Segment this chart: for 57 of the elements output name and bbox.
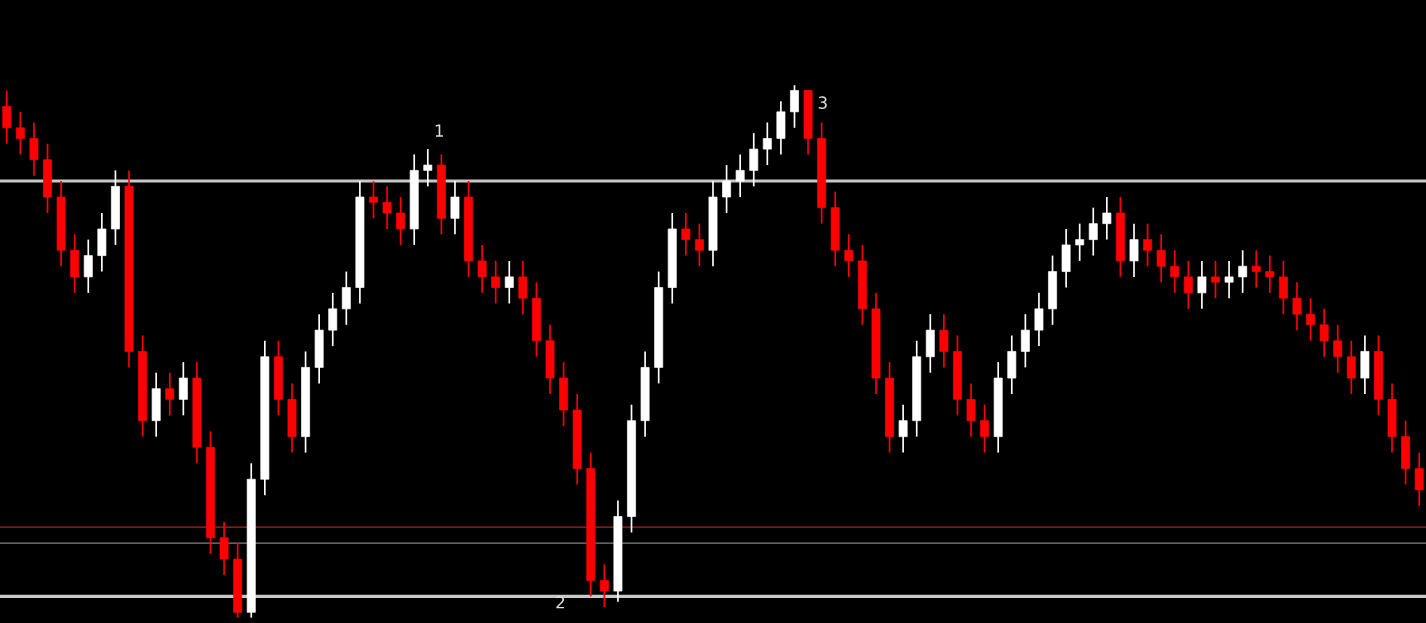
candlestick — [599, 563, 609, 608]
candlestick — [694, 222, 704, 268]
candlestick — [1251, 249, 1261, 289]
candlestick — [1156, 233, 1166, 284]
candlestick — [681, 212, 691, 257]
candlestick — [1088, 206, 1098, 257]
candlestick — [369, 180, 378, 220]
candlestick — [1183, 260, 1193, 310]
candlestick — [328, 292, 338, 347]
candlestick — [966, 382, 976, 438]
candlestick — [1292, 281, 1302, 331]
candlestick — [1129, 222, 1139, 278]
candlestick — [396, 196, 406, 246]
candlestick — [1020, 313, 1030, 369]
candlestick — [898, 403, 908, 454]
candlestick — [1102, 196, 1112, 241]
candlestick — [1306, 297, 1315, 342]
candlestick — [1075, 222, 1085, 262]
candlestick — [1333, 323, 1343, 374]
candlestick — [219, 520, 229, 576]
annotation: 3 — [818, 96, 827, 109]
candlestick — [83, 238, 93, 294]
candlestick — [341, 270, 351, 326]
candlestick — [504, 260, 514, 305]
candlestick — [1170, 249, 1180, 294]
candlestick — [1238, 249, 1248, 294]
candlestick — [790, 84, 799, 129]
annotation: 2 — [556, 595, 565, 609]
candlestick — [1414, 451, 1424, 507]
candlestick — [762, 121, 772, 166]
candlestick — [15, 110, 25, 156]
candlestick — [1143, 222, 1153, 268]
candlestick — [722, 164, 732, 214]
candlestick — [1211, 260, 1220, 300]
candlestick — [477, 244, 487, 294]
candlestick — [165, 371, 175, 417]
candlestick — [980, 403, 990, 454]
candlestick — [491, 260, 501, 305]
candlestick — [2, 89, 12, 145]
candlestick — [518, 260, 528, 315]
candlestick — [1197, 260, 1207, 310]
candlestick — [1265, 254, 1275, 294]
candlestick — [1319, 308, 1329, 358]
candlestick — [735, 153, 745, 198]
candlestick — [939, 313, 949, 369]
candlestick — [1224, 260, 1234, 300]
candlestick — [423, 148, 433, 188]
candlestick — [29, 121, 39, 177]
candlestick — [1034, 292, 1044, 347]
candlestick — [749, 132, 759, 188]
candlestick — [844, 233, 854, 278]
candlestick — [450, 180, 460, 236]
candlestick — [1278, 260, 1288, 315]
candlestick — [178, 361, 188, 417]
candlestick — [382, 185, 392, 230]
candlestick — [1346, 339, 1356, 395]
annotation: 1 — [435, 124, 443, 137]
